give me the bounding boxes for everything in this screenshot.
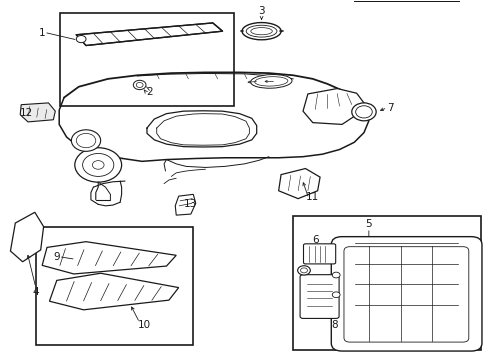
Circle shape <box>76 134 96 148</box>
Text: 11: 11 <box>305 192 319 202</box>
Polygon shape <box>20 103 55 122</box>
Polygon shape <box>49 273 178 310</box>
Circle shape <box>136 82 143 87</box>
Polygon shape <box>76 23 222 45</box>
Bar <box>293 216 480 350</box>
Circle shape <box>297 266 310 275</box>
Circle shape <box>82 153 114 176</box>
Circle shape <box>300 268 307 273</box>
Text: 10: 10 <box>138 320 151 330</box>
Ellipse shape <box>250 28 272 35</box>
Polygon shape <box>175 194 195 215</box>
Ellipse shape <box>245 25 276 37</box>
Text: 13: 13 <box>184 199 197 210</box>
Circle shape <box>331 272 339 278</box>
Polygon shape <box>278 168 320 199</box>
Polygon shape <box>10 212 43 262</box>
Circle shape <box>355 106 371 118</box>
Ellipse shape <box>242 23 281 40</box>
Polygon shape <box>42 242 176 274</box>
Circle shape <box>331 292 339 298</box>
FancyBboxPatch shape <box>330 237 481 351</box>
Circle shape <box>92 161 104 169</box>
Ellipse shape <box>254 77 287 86</box>
Text: 12: 12 <box>20 108 33 118</box>
Text: 1: 1 <box>39 28 45 38</box>
Text: 4: 4 <box>32 287 39 297</box>
Text: 3: 3 <box>258 6 264 17</box>
FancyBboxPatch shape <box>300 275 338 319</box>
Text: 8: 8 <box>331 320 337 330</box>
Text: 9: 9 <box>53 252 60 262</box>
Text: 6: 6 <box>311 235 318 245</box>
Bar <box>36 226 193 345</box>
Bar <box>60 13 233 107</box>
Circle shape <box>76 36 86 42</box>
Polygon shape <box>303 89 363 125</box>
FancyBboxPatch shape <box>303 244 335 264</box>
Text: 7: 7 <box>386 103 393 113</box>
Circle shape <box>133 80 146 90</box>
Ellipse shape <box>250 75 291 88</box>
FancyBboxPatch shape <box>343 247 468 342</box>
Circle shape <box>75 148 122 182</box>
Circle shape <box>71 130 101 151</box>
Text: 2: 2 <box>146 87 152 97</box>
Text: 5: 5 <box>365 219 371 229</box>
Circle shape <box>351 103 375 121</box>
